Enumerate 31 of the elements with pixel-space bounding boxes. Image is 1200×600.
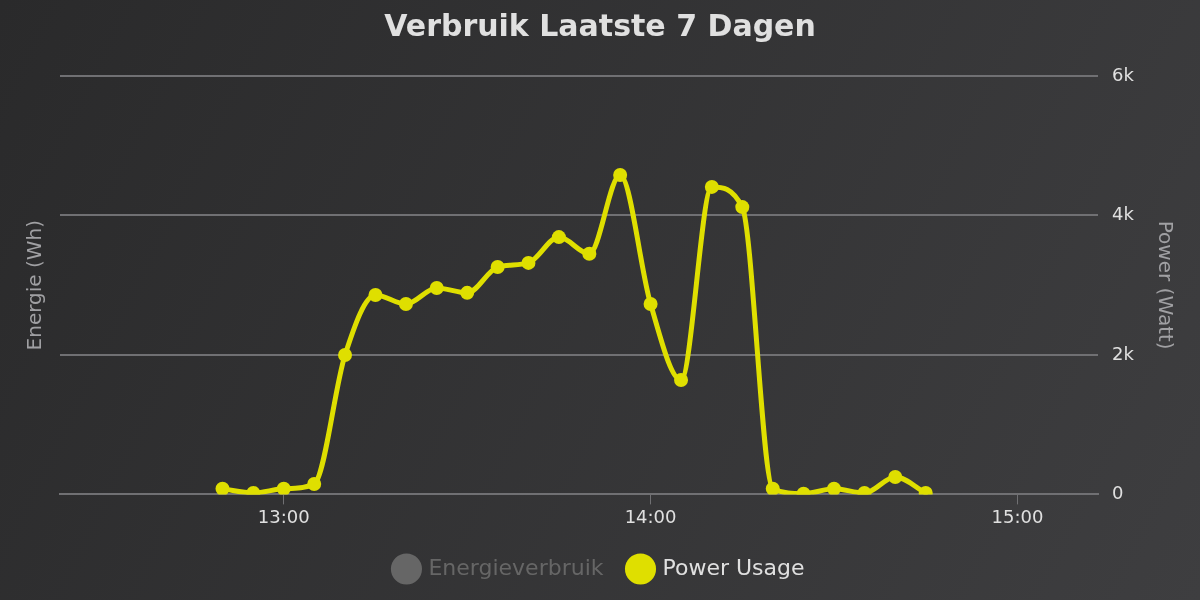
point	[368, 287, 383, 302]
x-tick-label: 14:00	[624, 505, 677, 527]
y2-tick-label: 6k	[1112, 63, 1135, 85]
point	[735, 200, 750, 215]
y2-tick-label: 4k	[1112, 203, 1135, 225]
point	[674, 373, 689, 388]
point	[551, 230, 566, 245]
point	[460, 285, 475, 300]
y2-axis-title: Power (Watt)	[1153, 220, 1178, 350]
point	[338, 347, 353, 362]
point	[276, 481, 291, 495]
y2-tick-label: 0	[1112, 482, 1124, 504]
x-tick-label: 15:00	[991, 505, 1044, 527]
chart-title: Verbruik Laatste 7 Dagen	[384, 7, 816, 43]
y2-tick-label: 2k	[1112, 342, 1135, 364]
x-tick-label: 13:00	[257, 505, 310, 527]
point	[888, 469, 903, 484]
point	[613, 168, 628, 183]
point	[215, 481, 230, 495]
point	[521, 255, 536, 270]
point	[704, 179, 719, 194]
point	[429, 280, 444, 295]
legend-label: Power Usage	[662, 554, 805, 580]
point	[307, 476, 322, 491]
point	[765, 481, 780, 495]
point	[827, 481, 842, 495]
point	[490, 260, 505, 275]
point	[582, 246, 597, 261]
y-axis-title: Energie (Wh)	[22, 219, 47, 351]
point	[398, 297, 413, 312]
point	[643, 297, 658, 312]
